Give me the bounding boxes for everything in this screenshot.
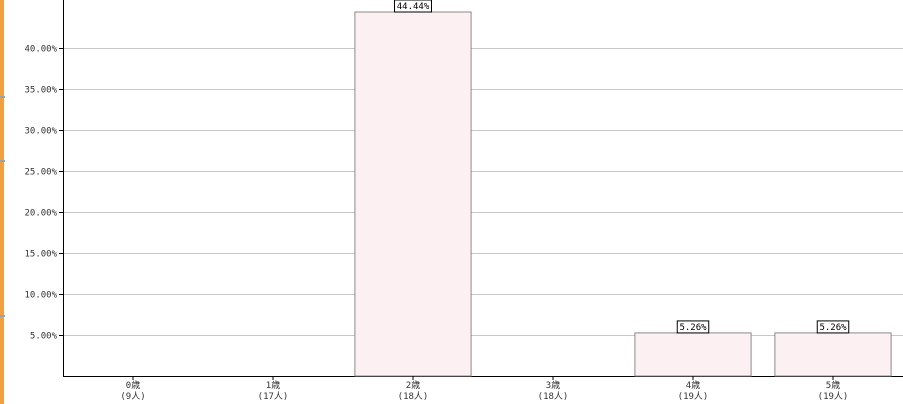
data-label-box [816, 320, 850, 334]
x-tick-label: 4歳 [686, 379, 700, 391]
data-label: 5.26% [819, 323, 847, 333]
y-tick-label: 15.00% [24, 250, 57, 260]
bar [774, 332, 892, 377]
x-tick-count-label: (19人) [678, 391, 709, 402]
left-accent-bar [0, 0, 4, 404]
left-edge-marker [0, 160, 5, 162]
x-tick-label: 5歳 [826, 379, 840, 391]
y-tick-label: 35.00% [24, 86, 57, 96]
x-tick-count-label: (9人) [120, 391, 145, 402]
data-label-box [394, 0, 432, 13]
y-tick-label: 25.00% [24, 168, 57, 178]
x-tick-label: 1歳 [266, 379, 280, 391]
y-tick-label: 10.00% [24, 291, 57, 301]
bar [354, 11, 472, 377]
data-label: 44.44% [397, 2, 430, 12]
data-label-box [676, 320, 710, 334]
x-tick-count-label: (17人) [258, 391, 289, 402]
left-edge-marker [0, 96, 5, 98]
y-tick-label: 5.00% [30, 332, 58, 342]
x-tick-count-label: (18人) [398, 391, 429, 402]
y-tick-label: 40.00% [24, 45, 57, 55]
y-tick-label: 20.00% [24, 209, 57, 219]
x-tick-label: 0歳 [126, 379, 140, 391]
x-tick-count-label: (18人) [538, 391, 569, 402]
y-tick-label: 30.00% [24, 127, 57, 137]
x-tick-label: 2歳 [406, 379, 420, 391]
x-tick-count-label: (19人) [818, 391, 849, 402]
left-edge-marker [0, 315, 5, 317]
bar [634, 332, 752, 377]
data-label: 5.26% [679, 323, 707, 333]
x-tick-label: 3歳 [546, 379, 560, 391]
